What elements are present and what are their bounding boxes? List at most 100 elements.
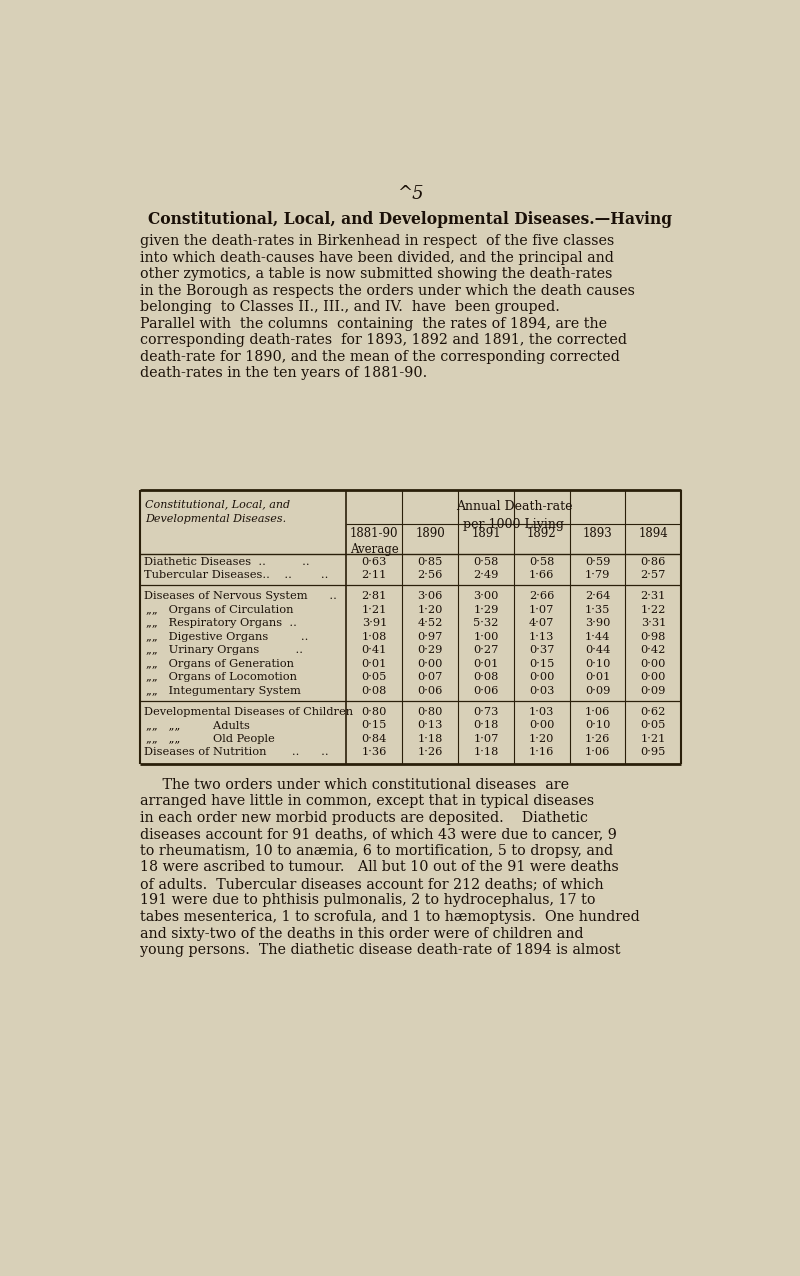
Text: 0·63: 0·63 [362,556,387,567]
Text: 0·41: 0·41 [362,646,387,655]
Text: to rheumatism, 10 to anæmia, 6 to mortification, 5 to dropsy, and: to rheumatism, 10 to anæmia, 6 to mortif… [140,843,614,857]
Text: „„   Digestive Organs         ..: „„ Digestive Organs .. [146,632,309,642]
Text: 0·42: 0·42 [641,646,666,655]
Text: 1891: 1891 [471,527,501,540]
Text: 2·56: 2·56 [418,570,443,581]
Text: 2·31: 2·31 [641,591,666,601]
Text: Parallel with  the columns  containing  the rates of 1894, are the: Parallel with the columns containing the… [140,316,607,330]
Text: given the death-rates in Birkenhead in respect  of the five classes: given the death-rates in Birkenhead in r… [140,234,614,248]
Text: „„   „„         Old People: „„ „„ Old People [146,734,275,744]
Text: 0·03: 0·03 [529,685,554,695]
Text: „„   Respiratory Organs  ..: „„ Respiratory Organs .. [146,618,298,628]
Text: death-rate for 1890, and the mean of the corresponding corrected: death-rate for 1890, and the mean of the… [140,350,620,364]
Text: 0·98: 0·98 [641,632,666,642]
Text: 4·52: 4·52 [418,618,443,628]
Text: 0·00: 0·00 [529,672,554,683]
Text: death-rates in the ten years of 1881-90.: death-rates in the ten years of 1881-90. [140,366,427,380]
Text: 0·08: 0·08 [474,672,498,683]
Text: young persons.  The diathetic disease death-rate of 1894 is almost: young persons. The diathetic disease dea… [140,943,621,957]
Text: 3·90: 3·90 [585,618,610,628]
Text: „„   Integumentary System: „„ Integumentary System [146,685,302,695]
Text: 0·09: 0·09 [641,685,666,695]
Text: 1892: 1892 [527,527,557,540]
Text: 0·95: 0·95 [641,748,666,757]
Text: 0·85: 0·85 [418,556,443,567]
Text: 1·06: 1·06 [585,707,610,717]
Text: 191 were due to phthisis pulmonalis, 2 to hydrocephalus, 17 to: 191 were due to phthisis pulmonalis, 2 t… [140,893,596,907]
Text: 0·05: 0·05 [641,720,666,730]
Text: 4·07: 4·07 [529,618,554,628]
Text: 1·07: 1·07 [529,605,554,615]
Text: 2·66: 2·66 [529,591,554,601]
Text: 18 were ascribed to tumour.   All but 10 out of the 91 were deaths: 18 were ascribed to tumour. All but 10 o… [140,860,619,874]
Text: in the Borough as respects the orders under which the death causes: in the Borough as respects the orders un… [140,283,635,297]
Text: 1893: 1893 [582,527,613,540]
Text: 0·05: 0·05 [362,672,387,683]
Text: 2·64: 2·64 [585,591,610,601]
Text: ^5: ^5 [397,185,423,203]
Text: 0·00: 0·00 [641,672,666,683]
Text: arranged have little in common, except that in typical diseases: arranged have little in common, except t… [140,794,594,808]
Text: 3·00: 3·00 [474,591,498,601]
Text: 0·73: 0·73 [474,707,498,717]
Text: „„   „„         Adults: „„ „„ Adults [146,720,250,730]
Text: 0·97: 0·97 [418,632,443,642]
Text: 3·06: 3·06 [418,591,443,601]
Text: 2·49: 2·49 [474,570,498,581]
Text: 1·20: 1·20 [529,734,554,744]
Text: 0·80: 0·80 [362,707,387,717]
Text: 1·21: 1·21 [641,734,666,744]
Text: 1890: 1890 [415,527,445,540]
Text: 1·18: 1·18 [418,734,443,744]
Text: belonging  to Classes II., III., and IV.  have  been grouped.: belonging to Classes II., III., and IV. … [140,300,560,314]
Text: 1·26: 1·26 [418,748,443,757]
Text: „„   Organs of Locomotion: „„ Organs of Locomotion [146,672,298,683]
Text: 0·58: 0·58 [474,556,498,567]
Text: 1·06: 1·06 [585,748,610,757]
Text: 0·29: 0·29 [418,646,443,655]
Text: „„   Organs of Generation: „„ Organs of Generation [146,658,294,669]
Text: 1·66: 1·66 [529,570,554,581]
Text: 0·44: 0·44 [585,646,610,655]
Text: 0·86: 0·86 [641,556,666,567]
Text: other zymotics, a table is now submitted showing the death-rates: other zymotics, a table is now submitted… [140,267,613,281]
Text: 1·21: 1·21 [362,605,387,615]
Text: 2·81: 2·81 [362,591,387,601]
Text: 1·79: 1·79 [585,570,610,581]
Text: and sixty-two of the deaths in this order were of children and: and sixty-two of the deaths in this orde… [140,926,584,940]
Text: 0·06: 0·06 [418,685,443,695]
Text: 1·44: 1·44 [585,632,610,642]
Text: 3·31: 3·31 [641,618,666,628]
Text: 1·13: 1·13 [529,632,554,642]
Text: 0·01: 0·01 [474,658,498,669]
Text: 0·84: 0·84 [362,734,387,744]
Text: Annual Death-rate
per 1000 Living: Annual Death-rate per 1000 Living [456,500,572,531]
Text: of adults.  Tubercular diseases account for 212 deaths; of which: of adults. Tubercular diseases account f… [140,877,604,891]
Text: 3·91: 3·91 [362,618,387,628]
Text: 0·15: 0·15 [362,720,387,730]
Text: 1881-90
Average: 1881-90 Average [350,527,398,555]
Text: 1·22: 1·22 [641,605,666,615]
Text: The two orders under which constitutional diseases  are: The two orders under which constitutiona… [140,777,570,791]
Text: 0·15: 0·15 [529,658,554,669]
Text: in each order new morbid products are deposited.    Diathetic: in each order new morbid products are de… [140,810,588,824]
Text: 1·26: 1·26 [585,734,610,744]
Text: 1894: 1894 [638,527,668,540]
Text: 0·08: 0·08 [362,685,387,695]
Text: 1·36: 1·36 [362,748,387,757]
Text: 0·62: 0·62 [641,707,666,717]
Text: 0·10: 0·10 [585,658,610,669]
Text: 1·16: 1·16 [529,748,554,757]
Text: Constitutional, Local, and Developmental Diseases.—Having: Constitutional, Local, and Developmental… [148,211,672,228]
Text: into which death-causes have been divided, and the principal and: into which death-causes have been divide… [140,250,614,264]
Text: 0·27: 0·27 [474,646,498,655]
Text: 1·08: 1·08 [362,632,387,642]
Text: 1·35: 1·35 [585,605,610,615]
Text: 0·80: 0·80 [418,707,443,717]
Text: Constitutional, Local, and
Developmental Diseases.: Constitutional, Local, and Developmental… [145,500,290,523]
Text: 1·00: 1·00 [474,632,498,642]
Text: 0·58: 0·58 [529,556,554,567]
Text: 1·07: 1·07 [474,734,498,744]
Text: 1·29: 1·29 [474,605,498,615]
Text: Tubercular Diseases..    ..        ..: Tubercular Diseases.. .. .. [144,570,329,581]
